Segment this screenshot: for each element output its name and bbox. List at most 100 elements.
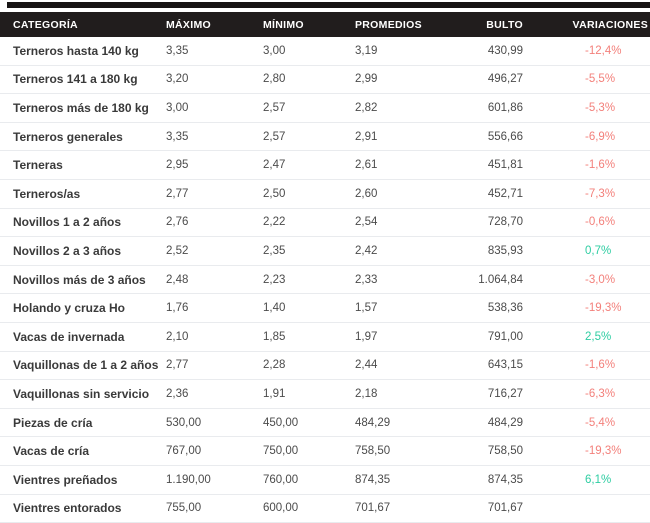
cell-minimo: 2,57 <box>263 101 286 114</box>
cell-minimo: 3,00 <box>263 44 286 57</box>
livestock-price-table: CATEGORÍA MÁXIMO MÍNIMO PROMEDIOS BULTO … <box>0 12 650 523</box>
cell-promedios: 1,57 <box>355 302 378 315</box>
cell-maximo: 2,76 <box>166 216 189 229</box>
table-row: Vientres preñados 1.190,00 760,00 874,35… <box>0 465 650 495</box>
cell-variacion: -0,6% <box>585 216 616 229</box>
cell-promedios: 758,50 <box>355 445 391 458</box>
cell-maximo: 1,76 <box>166 302 189 315</box>
cell-maximo: 3,20 <box>166 73 189 86</box>
table-row: Novillos más de 3 años 2,48 2,23 2,33 1.… <box>0 265 650 295</box>
cell-maximo: 2,77 <box>166 359 189 372</box>
cell-categoria: Novillos 1 a 2 años <box>13 215 122 230</box>
cell-minimo: 2,23 <box>263 273 286 286</box>
cell-minimo: 2,50 <box>263 187 286 200</box>
cell-promedios: 2,91 <box>355 130 378 143</box>
cell-categoria: Terneros hasta 140 kg <box>13 43 139 58</box>
cell-minimo: 2,80 <box>263 73 286 86</box>
cell-maximo: 767,00 <box>166 445 202 458</box>
cell-minimo: 1,91 <box>263 387 286 400</box>
cell-variacion: -7,3% <box>585 187 616 200</box>
cell-bulto: 701,67 <box>487 502 523 515</box>
cell-maximo: 3,35 <box>166 44 189 57</box>
cell-variacion: -6,9% <box>585 130 616 143</box>
cell-variacion: 0,7% <box>585 244 612 257</box>
cell-categoria: Vientres preñados <box>13 472 118 487</box>
cell-maximo: 1.190,00 <box>166 473 211 486</box>
cell-bulto: 484,29 <box>487 416 523 429</box>
cell-promedios: 2,54 <box>355 216 378 229</box>
cell-categoria: Terneras <box>13 158 63 173</box>
cell-promedios: 1,97 <box>355 330 378 343</box>
cell-minimo: 2,35 <box>263 244 286 257</box>
cell-maximo: 3,35 <box>166 130 189 143</box>
cell-promedios: 2,99 <box>355 73 378 86</box>
table-row: Vacas de invernada 2,10 1,85 1,97 791,00… <box>0 322 650 352</box>
cell-variacion: -5,3% <box>585 101 616 114</box>
cell-categoria: Terneros/as <box>13 186 81 201</box>
cell-maximo: 3,00 <box>166 101 189 114</box>
cell-variacion: -1,6% <box>585 359 616 372</box>
cell-promedios: 701,67 <box>355 502 391 515</box>
cell-categoria: Terneros más de 180 kg <box>13 100 149 115</box>
cell-promedios: 2,42 <box>355 244 378 257</box>
cell-bulto: 1.064,84 <box>478 273 523 286</box>
cell-categoria: Vaquillonas de 1 a 2 años <box>13 358 159 373</box>
table-row: Vacas de cría 767,00 750,00 758,50 758,5… <box>0 437 650 466</box>
cell-minimo: 2,47 <box>263 159 286 172</box>
cell-maximo: 2,52 <box>166 244 189 257</box>
cell-bulto: 430,99 <box>487 44 523 57</box>
cell-maximo: 530,00 <box>166 416 202 429</box>
cell-bulto: 874,35 <box>487 473 523 486</box>
cell-variacion: -19,3% <box>585 445 622 458</box>
cell-categoria: Vacas de invernada <box>13 329 125 344</box>
table-row: Terneros generales 3,35 2,57 2,91 556,66… <box>0 122 650 152</box>
cell-variacion: -5,5% <box>585 73 616 86</box>
cell-categoria: Piezas de cría <box>13 415 93 430</box>
cell-maximo: 2,77 <box>166 187 189 200</box>
cell-maximo: 755,00 <box>166 502 202 515</box>
cell-maximo: 2,48 <box>166 273 189 286</box>
table-row: Piezas de cría 530,00 450,00 484,29 484,… <box>0 408 650 438</box>
cell-minimo: 1,40 <box>263 302 286 315</box>
cell-minimo: 2,28 <box>263 359 286 372</box>
cell-variacion: -1,6% <box>585 159 616 172</box>
cell-bulto: 716,27 <box>487 387 523 400</box>
cell-promedios: 2,18 <box>355 387 378 400</box>
cell-promedios: 2,60 <box>355 187 378 200</box>
table-row: Terneros/as 2,77 2,50 2,60 452,71 -7,3% <box>0 179 650 209</box>
cell-minimo: 450,00 <box>263 416 299 429</box>
cell-bulto: 643,15 <box>487 359 523 372</box>
cell-maximo: 2,10 <box>166 330 189 343</box>
table-row: Vientres entorados 755,00 600,00 701,67 … <box>0 494 650 523</box>
table-row: Terneros hasta 140 kg 3,35 3,00 3,19 430… <box>0 37 650 66</box>
cell-bulto: 538,36 <box>487 302 523 315</box>
table-body: Terneros hasta 140 kg 3,35 3,00 3,19 430… <box>0 37 650 523</box>
cell-bulto: 601,86 <box>487 101 523 114</box>
cell-variacion: -12,4% <box>585 44 622 57</box>
cell-minimo: 600,00 <box>263 502 299 515</box>
cell-bulto: 835,93 <box>487 244 523 257</box>
cell-variacion: 6,1% <box>585 473 612 486</box>
cell-promedios: 2,44 <box>355 359 378 372</box>
cell-variacion: -19,3% <box>585 302 622 315</box>
cell-bulto: 758,50 <box>487 445 523 458</box>
cell-bulto: 451,81 <box>487 159 523 172</box>
cell-bulto: 556,66 <box>487 130 523 143</box>
column-header-promedios: PROMEDIOS <box>355 18 422 31</box>
cell-promedios: 2,61 <box>355 159 378 172</box>
column-header-maximo: MÁXIMO <box>166 18 211 31</box>
column-header-minimo: MÍNIMO <box>263 18 304 31</box>
column-header-categoria: CATEGORÍA <box>13 18 78 31</box>
table-row: Holando y cruza Ho 1,76 1,40 1,57 538,36… <box>0 294 650 323</box>
cell-maximo: 2,95 <box>166 159 189 172</box>
cell-promedios: 2,33 <box>355 273 378 286</box>
cell-bulto: 728,70 <box>487 216 523 229</box>
cell-bulto: 791,00 <box>487 330 523 343</box>
cell-variacion: -5,4% <box>585 416 616 429</box>
cell-promedios: 2,82 <box>355 101 378 114</box>
table-row: Novillos 1 a 2 años 2,76 2,22 2,54 728,7… <box>0 208 650 238</box>
cell-categoria: Terneros 141 a 180 kg <box>13 72 138 87</box>
top-divider-bar <box>7 2 650 8</box>
cell-categoria: Novillos 2 a 3 años <box>13 243 122 258</box>
cell-categoria: Vientres entorados <box>13 501 122 516</box>
